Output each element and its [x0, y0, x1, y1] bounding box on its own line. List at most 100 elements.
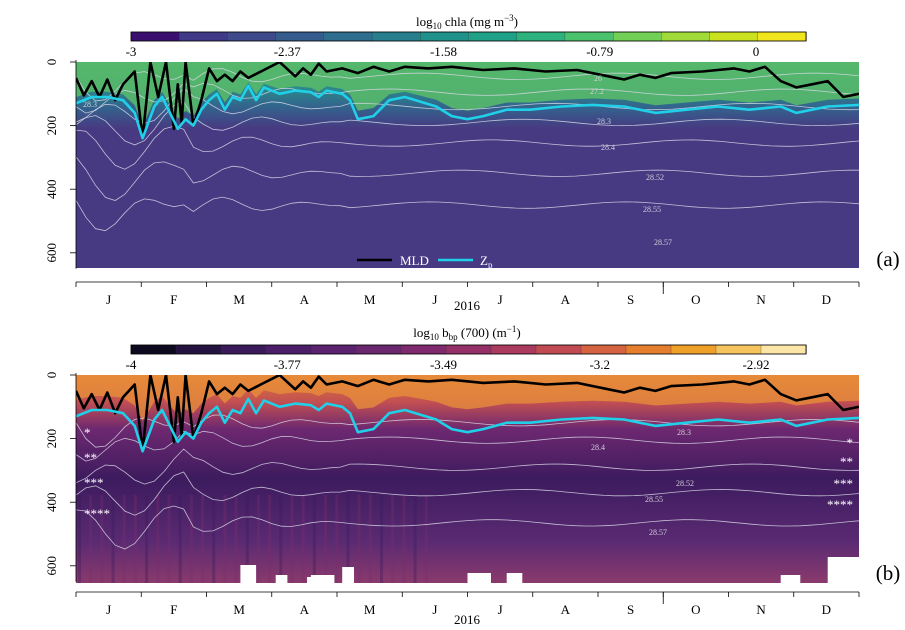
isopycnal-label: 28.52 — [676, 479, 694, 488]
heatmap-b — [76, 375, 859, 583]
isopycnal-label: 28.52 — [646, 173, 664, 182]
isopycnal-line — [76, 156, 859, 201]
colorbar-cell — [661, 31, 711, 42]
panel-label-b: (b) — [876, 561, 901, 585]
colorbar-cell — [757, 31, 807, 42]
colorbar-tick-label: -3 — [126, 44, 137, 59]
month-label: S — [627, 602, 634, 617]
texture-stripe — [279, 495, 283, 583]
texture-stripe — [145, 495, 149, 583]
isopycnal-label: 27.2 — [590, 87, 604, 96]
texture-stripe — [290, 495, 294, 583]
y-tick-label: 0 — [44, 59, 59, 66]
texture-stripe — [357, 495, 361, 583]
asterisk-right-4: **** — [827, 497, 853, 512]
asterisk-left-2: ** — [84, 450, 97, 465]
colorbar-tick-label: -3.49 — [430, 357, 457, 372]
texture-stripe — [100, 495, 104, 583]
texture-stripe — [368, 495, 372, 583]
colorbar-cell — [670, 344, 717, 355]
isopycnal-line — [76, 68, 859, 102]
isopycnal-label: 28.4 — [591, 443, 605, 452]
y-tick-label: 0 — [44, 372, 59, 379]
colorbar-cell — [445, 344, 492, 355]
y-tick-label: 600 — [44, 556, 59, 576]
isopycnal-label: 28.55 — [643, 205, 661, 214]
month-label: O — [691, 602, 700, 617]
isopycnal-label: 28.3 — [677, 428, 691, 437]
month-label: J — [498, 292, 503, 307]
colorbar-cell — [130, 344, 177, 355]
texture-stripe — [424, 495, 428, 583]
asterisk-right-3: *** — [834, 476, 854, 491]
month-label: M — [364, 292, 376, 307]
month-label: N — [756, 292, 766, 307]
legend-zp-label: Zp — [480, 253, 493, 270]
y-tick-label: 600 — [44, 243, 59, 262]
month-label: A — [300, 292, 310, 307]
isopycnal-line — [76, 101, 859, 146]
colorbar-cell — [227, 31, 277, 42]
texture-stripe — [167, 495, 171, 583]
isopycnal-label: 28.57 — [654, 238, 672, 247]
texture-stripe — [156, 495, 160, 583]
year-label-a: 2016 — [454, 298, 481, 313]
texture-stripe — [122, 495, 126, 583]
texture-stripe — [380, 495, 384, 583]
colorbar-cell — [310, 344, 357, 355]
colorbar-cell — [516, 31, 566, 42]
month-label: J — [106, 292, 111, 307]
colorbar-a: log10 chla (mg m−3) -3 -2.37 -1.58 -0.79 0 — [126, 13, 807, 59]
asterisk-right-1: * — [847, 435, 854, 450]
texture-stripe — [346, 495, 350, 583]
colorbar-tick-label: -0.79 — [586, 44, 613, 59]
legend-mld-label: MLD — [400, 253, 429, 268]
mld-line-a — [76, 62, 859, 140]
panel-a: log10 chla (mg m−3) -3 -2.37 -1.58 -0.79 0 2… — [44, 13, 900, 313]
month-label: M — [233, 602, 245, 617]
plot-area-a: 26 27.2 28.3 28.3 28.4 28.52 28.55 28.57 MLD Zp — [76, 62, 859, 270]
month-label: N — [756, 602, 766, 617]
isopycnal-line — [76, 505, 859, 550]
colorbar-cell — [179, 31, 229, 42]
colorbar-frame — [130, 31, 807, 42]
isopycnal-label: 26 — [594, 74, 602, 83]
isopycnal-line — [76, 430, 859, 462]
texture-stripe — [234, 495, 238, 583]
y-tick-label: 400 — [44, 492, 59, 512]
y-axis-a: 0 200 400 600 — [44, 59, 77, 269]
surface-layer-b — [76, 375, 859, 421]
missing-data-b — [240, 557, 859, 583]
texture-stripe — [245, 495, 249, 583]
month-label: M — [233, 292, 245, 307]
colorbar-cell — [490, 344, 537, 355]
isopycnal-line — [76, 196, 859, 232]
colorbar-cell — [371, 31, 421, 42]
colorbar-a-label: log10 chla (mg m−3) — [416, 13, 518, 31]
texture-stripe — [413, 495, 417, 583]
colorbar-cell — [265, 344, 312, 355]
year-label-b: 2016 — [454, 612, 481, 627]
colorbar-cell — [220, 344, 267, 355]
texture-stripe — [301, 495, 305, 583]
asterisk-right-2: ** — [840, 454, 853, 469]
colorbar-tick-label: -3.2 — [589, 357, 610, 372]
colorbar-cell — [709, 31, 759, 42]
colorbar-cell — [580, 344, 627, 355]
texture-stripe — [189, 495, 193, 583]
mld-line-b — [76, 375, 859, 453]
colorbar-tick-label: -1.58 — [430, 44, 457, 59]
month-label: A — [561, 602, 571, 617]
colorbar-tick-label: 0 — [753, 44, 760, 59]
texture-stripe — [312, 495, 316, 583]
asterisks-left: * ** *** **** — [84, 425, 110, 521]
texture-stripe — [201, 495, 205, 583]
colorbar-tick-label: -2.37 — [274, 44, 302, 59]
texture-stripe — [178, 495, 182, 583]
panel-b: log10 bbp (700) (m−1) -4 -3.77 -3.49 -3.2 -2… — [44, 324, 900, 627]
texture-stripe — [324, 495, 328, 583]
texture-stripe — [268, 495, 272, 583]
texture-stripe — [391, 495, 395, 583]
